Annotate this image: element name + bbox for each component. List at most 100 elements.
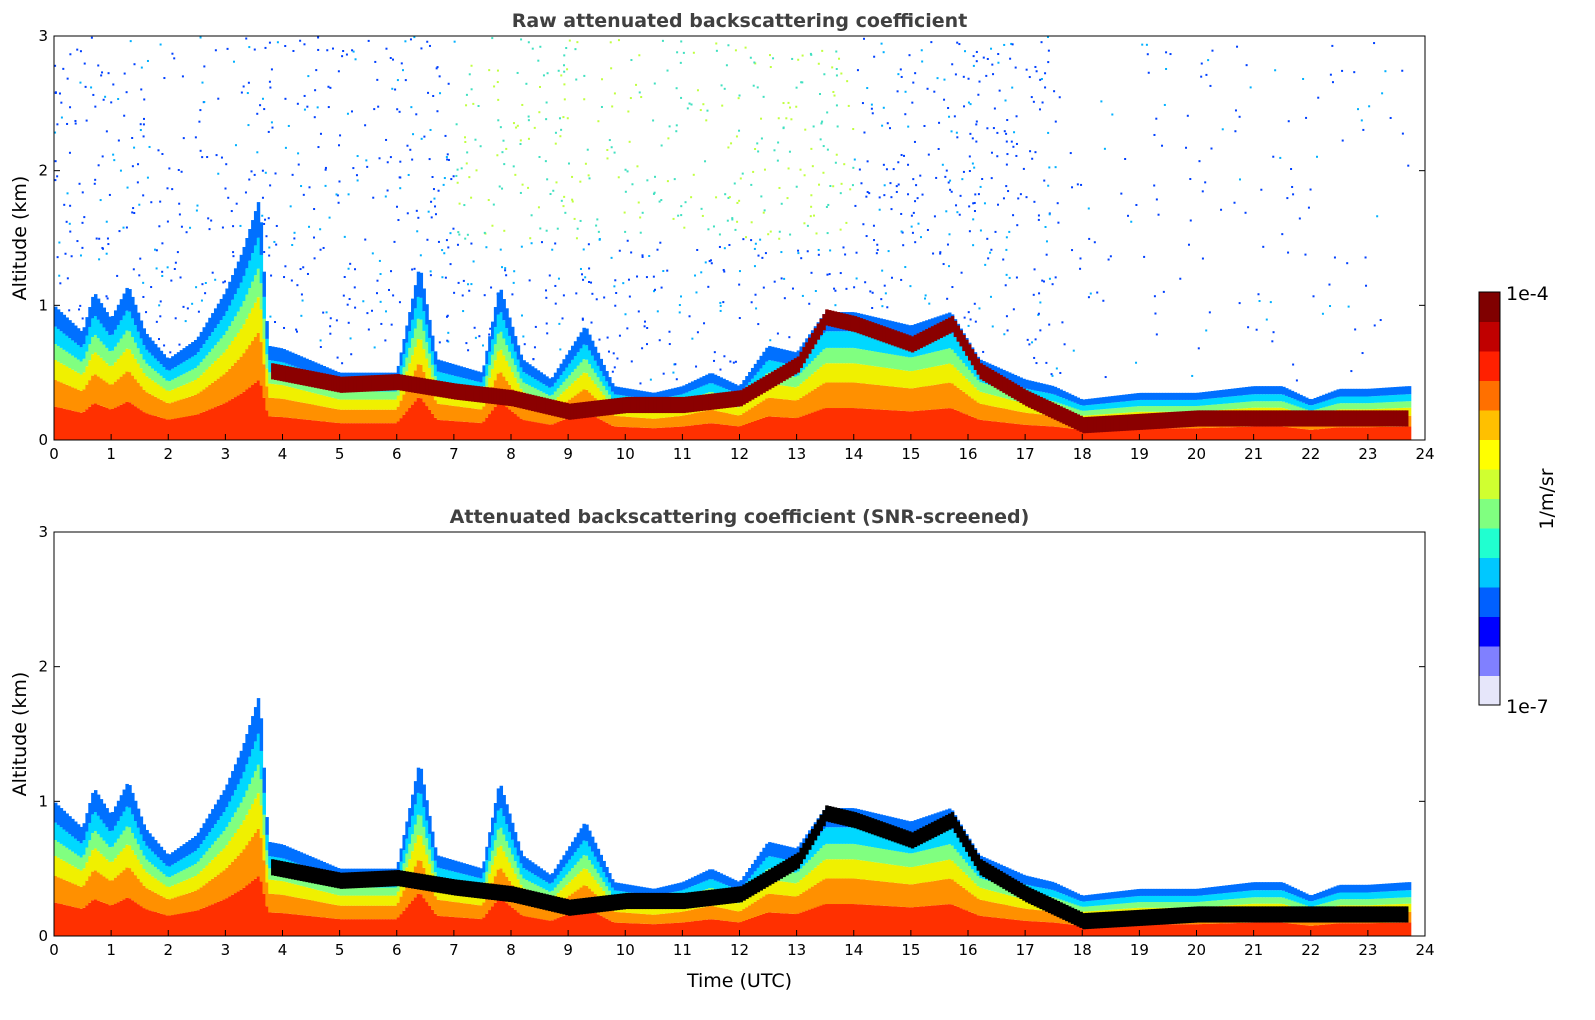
noise-pixel [199, 149, 202, 152]
backscatter-cell [279, 348, 284, 362]
backscatter-cell [770, 384, 775, 399]
backscatter-cell [56, 805, 61, 825]
noise-pixel [1080, 183, 1083, 186]
noise-pixel [284, 146, 287, 149]
noise-pixel [538, 155, 541, 158]
noise-pixel [431, 176, 434, 179]
backscatter-cell [765, 416, 769, 440]
aerosol-layer-cell [288, 366, 292, 383]
noise-pixel [542, 74, 545, 77]
noise-pixel [1030, 96, 1033, 99]
backscatter-cell [416, 318, 421, 339]
backscatter-cell [710, 383, 715, 393]
backscatter-cell [1090, 410, 1095, 416]
noise-pixel [799, 168, 802, 171]
aerosol-layer-cell [1205, 410, 1209, 427]
noise-pixel [447, 340, 450, 343]
noise-pixel [449, 263, 452, 266]
backscatter-cell [1202, 392, 1206, 400]
backscatter-cell [505, 360, 509, 381]
noise-pixel [197, 310, 200, 313]
noise-pixel [948, 233, 951, 236]
backscatter-cell [836, 331, 841, 348]
aerosol-layer-cell [785, 363, 789, 380]
noise-pixel [452, 175, 455, 178]
backscatter-cell [599, 381, 603, 392]
noise-pixel [584, 276, 587, 279]
noise-pixel [145, 311, 148, 314]
noise-pixel [253, 48, 256, 51]
backscatter-cell [1396, 426, 1400, 440]
noise-pixel [1364, 256, 1367, 259]
backscatter-cell [879, 336, 883, 353]
backscatter-cell [896, 369, 901, 388]
backscatter-cell [559, 385, 564, 395]
aerosol-layer-cell [822, 314, 826, 331]
backscatter-cell [465, 396, 469, 408]
noise-pixel [163, 344, 166, 347]
noise-pixel [113, 159, 116, 162]
noise-pixel [122, 226, 125, 229]
noise-pixel [884, 292, 887, 295]
backscatter-cell [416, 271, 421, 297]
noise-pixel [139, 257, 142, 260]
noise-pixel [1015, 142, 1018, 145]
backscatter-cell [499, 349, 504, 373]
backscatter-cell [296, 418, 301, 440]
aerosol-layer-cell [656, 396, 661, 414]
noise-pixel [750, 301, 753, 304]
backscatter-cell [131, 850, 135, 872]
backscatter-cell [613, 394, 618, 402]
backscatter-cell [1022, 412, 1026, 425]
backscatter-cell [65, 409, 69, 440]
x-tick-label: 16 [958, 445, 977, 463]
backscatter-cell [1399, 401, 1403, 408]
backscatter-cell [873, 335, 878, 352]
noise-pixel [813, 214, 816, 217]
noise-pixel [624, 168, 627, 171]
backscatter-cell [331, 422, 335, 440]
backscatter-cell [819, 352, 823, 367]
backscatter-cell [1065, 399, 1069, 406]
backscatter-cell [502, 299, 506, 321]
backscatter-cell [236, 288, 241, 312]
backscatter-cell [302, 402, 306, 420]
backscatter-cell [225, 288, 229, 312]
backscatter-cell [868, 334, 872, 351]
backscatter-cell [830, 347, 835, 364]
backscatter-cell [56, 841, 61, 858]
backscatter-cell [570, 383, 575, 398]
noise-pixel [715, 49, 718, 52]
backscatter-cell [99, 303, 104, 324]
backscatter-cell [965, 353, 969, 367]
backscatter-cell [776, 398, 781, 418]
noise-pixel [105, 220, 108, 223]
noise-pixel [158, 225, 161, 228]
backscatter-cell [1393, 386, 1398, 395]
noise-pixel [1040, 77, 1043, 80]
noise-pixel [319, 248, 322, 251]
noise-pixel [342, 294, 345, 297]
backscatter-cell [1342, 427, 1346, 440]
backscatter-cell [111, 384, 115, 409]
backscatter-cell [1133, 393, 1138, 401]
noise-pixel [68, 222, 71, 225]
backscatter-cell [579, 362, 584, 376]
noise-pixel [744, 46, 747, 49]
noise-pixel [986, 57, 989, 60]
noise-pixel [158, 338, 161, 341]
noise-pixel [1234, 130, 1237, 133]
backscatter-cell [1279, 386, 1283, 395]
noise-pixel [178, 202, 181, 205]
backscatter-cell [608, 411, 612, 425]
backscatter-cell [54, 902, 58, 936]
noise-pixel [881, 305, 884, 308]
backscatter-cell [890, 354, 895, 369]
backscatter-cell [642, 410, 646, 419]
noise-pixel [904, 90, 907, 93]
noise-pixel [462, 279, 465, 282]
backscatter-cell [1230, 388, 1235, 397]
backscatter-cell [765, 398, 769, 417]
aerosol-layer-cell [502, 389, 506, 406]
backscatter-cell [1259, 401, 1263, 408]
